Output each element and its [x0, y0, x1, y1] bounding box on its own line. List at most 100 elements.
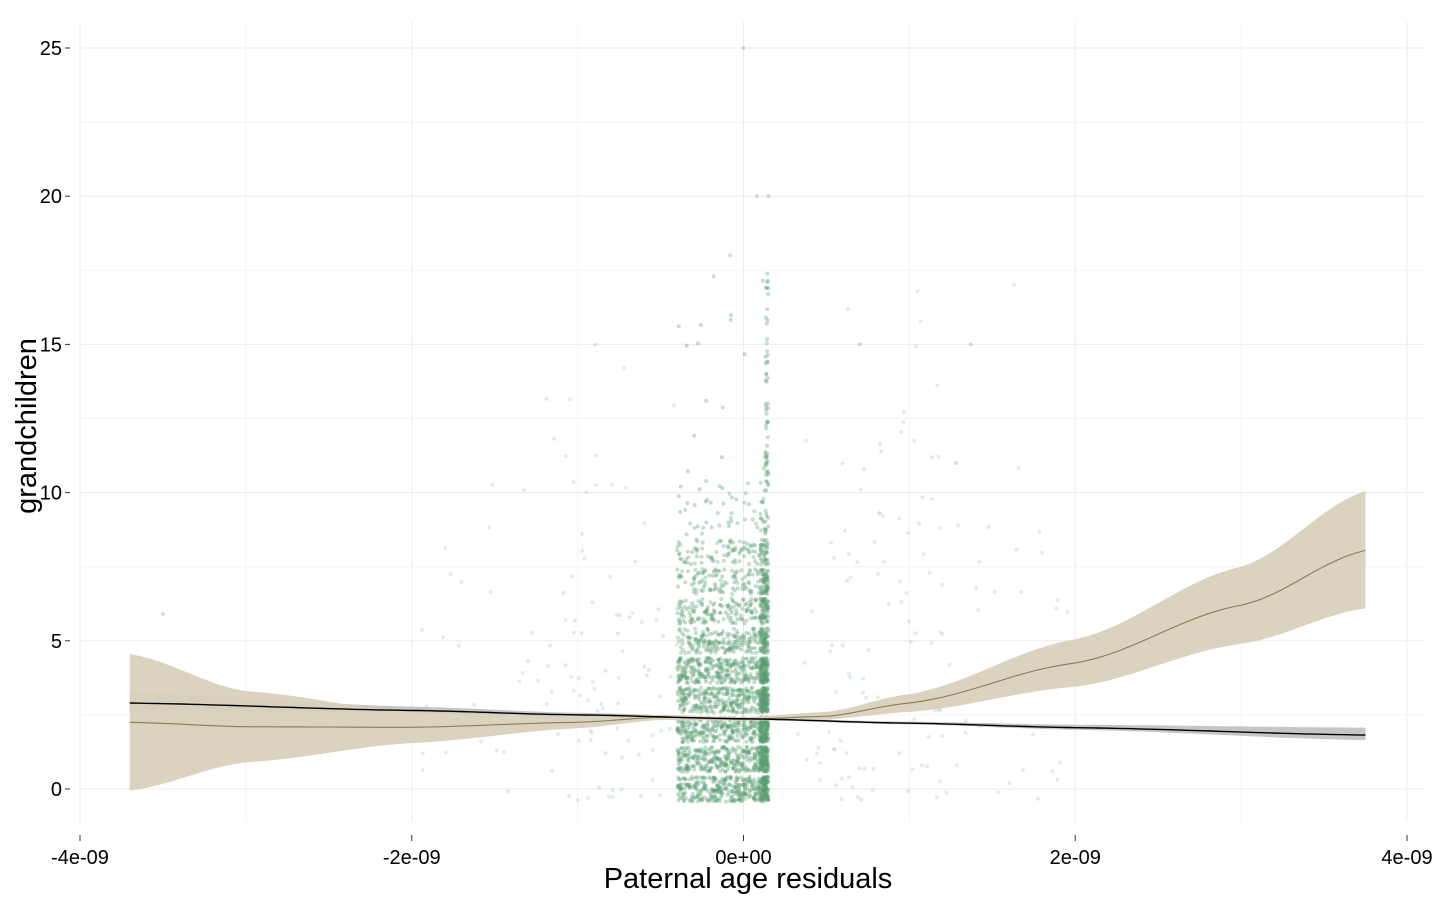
data-point — [759, 722, 764, 727]
data-point — [734, 703, 739, 708]
data-point — [762, 788, 766, 793]
data-point — [593, 453, 598, 458]
data-point — [763, 610, 768, 615]
data-point — [764, 542, 769, 547]
data-point — [693, 734, 698, 738]
data-point — [938, 630, 943, 635]
data-point — [764, 576, 769, 581]
data-point — [760, 699, 765, 704]
data-point — [734, 693, 739, 698]
data-point — [732, 785, 737, 790]
data-point — [765, 725, 770, 730]
data-point — [963, 730, 968, 735]
data-point — [734, 675, 739, 680]
data-point — [765, 443, 769, 448]
data-point — [706, 666, 711, 671]
data-point — [742, 696, 747, 701]
data-point — [765, 376, 770, 381]
data-point — [718, 779, 723, 784]
data-point — [697, 796, 702, 801]
data-point — [758, 613, 763, 618]
data-point — [758, 666, 763, 670]
data-point — [764, 728, 769, 732]
data-point — [766, 693, 771, 698]
data-point — [763, 650, 768, 655]
data-point — [760, 680, 765, 684]
data-point — [730, 662, 734, 667]
data-point — [676, 751, 681, 756]
data-point — [762, 686, 767, 691]
data-point — [708, 588, 712, 593]
data-point — [756, 796, 761, 801]
data-point — [759, 760, 763, 765]
data-point — [740, 669, 745, 674]
data-point — [755, 660, 760, 664]
data-point — [763, 668, 768, 673]
data-point — [685, 469, 690, 474]
data-point — [705, 609, 710, 613]
data-point — [758, 663, 763, 668]
data-point — [758, 637, 763, 642]
data-point — [690, 657, 695, 662]
data-point — [703, 786, 708, 791]
data-point — [760, 735, 765, 740]
data-point — [761, 579, 766, 584]
data-point — [760, 730, 765, 735]
data-point — [764, 745, 769, 750]
data-point — [724, 747, 729, 752]
data-point — [700, 797, 705, 802]
data-point — [702, 619, 707, 624]
data-point — [715, 765, 720, 770]
data-point — [763, 787, 768, 792]
data-point — [759, 753, 764, 758]
data-point — [753, 567, 758, 572]
data-point — [713, 760, 718, 765]
data-point — [761, 690, 766, 695]
data-point — [679, 557, 684, 562]
data-point — [724, 673, 729, 678]
data-point — [680, 782, 685, 787]
data-point — [763, 728, 768, 733]
data-point — [734, 672, 739, 677]
data-point — [684, 343, 689, 348]
data-point — [747, 631, 752, 636]
data-point — [752, 723, 757, 728]
data-point — [704, 787, 709, 792]
data-point — [712, 778, 716, 783]
data-point — [685, 676, 690, 681]
data-point — [752, 700, 757, 705]
data-point — [765, 725, 770, 730]
data-point — [699, 692, 704, 697]
data-point — [743, 641, 748, 646]
data-point — [765, 419, 770, 424]
data-point — [704, 708, 709, 713]
data-point — [709, 745, 714, 750]
data-point — [684, 607, 689, 612]
data-point — [759, 796, 764, 801]
data-point — [692, 754, 697, 759]
data-point — [697, 748, 701, 753]
data-point — [765, 754, 770, 759]
data-point — [699, 674, 704, 679]
data-point — [761, 722, 766, 727]
data-point — [577, 693, 582, 698]
data-point — [730, 586, 735, 591]
data-point — [695, 554, 699, 559]
data-point — [739, 636, 743, 641]
data-point — [679, 746, 684, 751]
data-point — [760, 618, 765, 623]
data-point — [764, 721, 769, 726]
data-point — [677, 688, 682, 692]
data-point — [702, 675, 707, 680]
data-point — [723, 753, 728, 758]
data-point — [765, 587, 770, 592]
data-point — [741, 666, 746, 671]
data-point — [680, 724, 685, 729]
data-point — [753, 543, 757, 548]
data-point — [718, 664, 723, 669]
data-point — [687, 767, 692, 772]
data-point — [758, 600, 763, 605]
data-point — [710, 645, 715, 650]
data-point — [735, 629, 740, 634]
data-point — [760, 700, 764, 705]
